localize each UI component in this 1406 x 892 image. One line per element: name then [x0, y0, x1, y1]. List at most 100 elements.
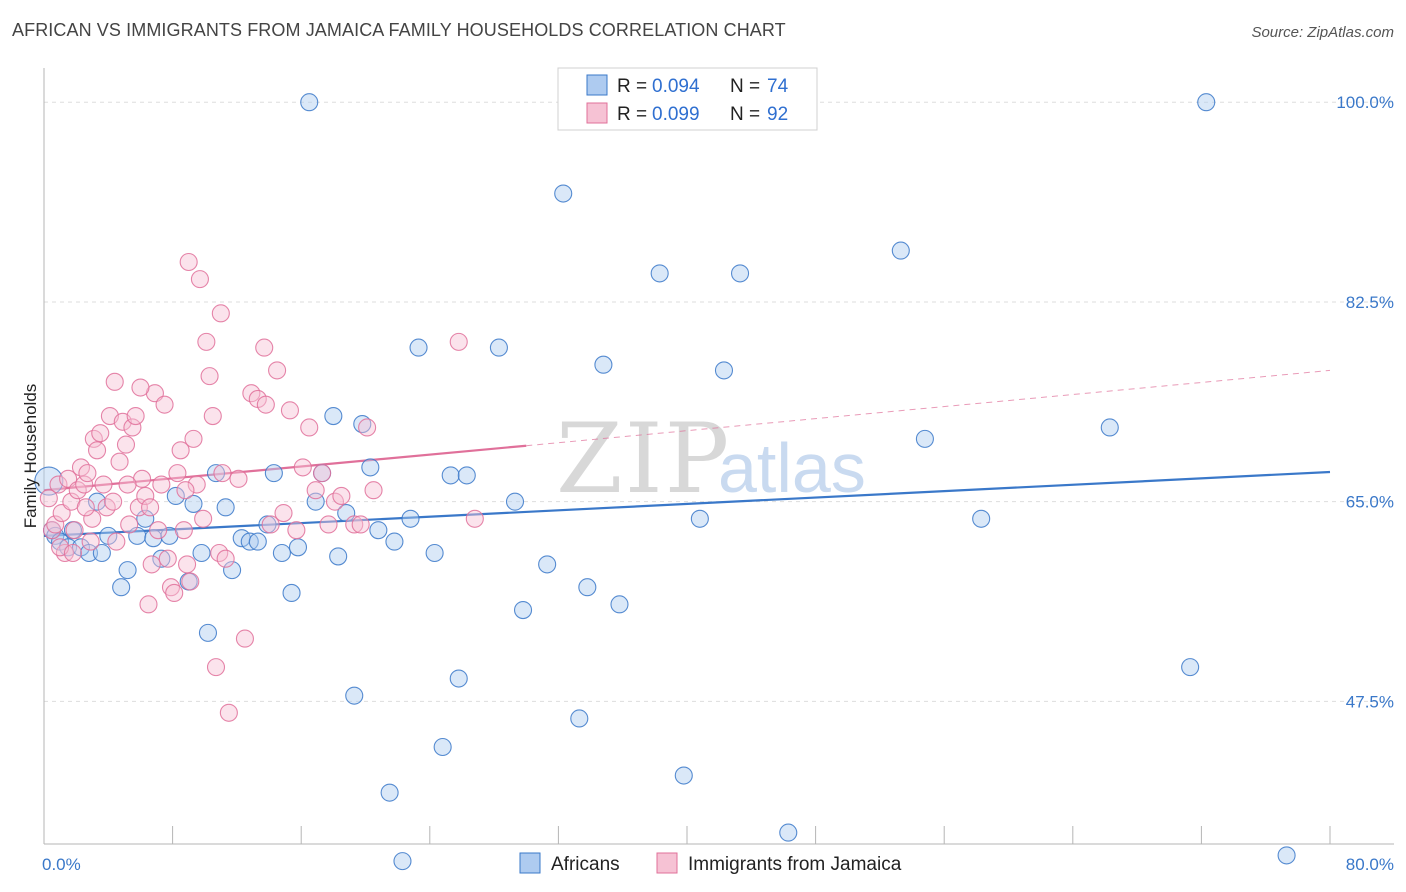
data-point — [1197, 93, 1216, 112]
data-point — [248, 532, 267, 551]
data-point — [255, 338, 274, 357]
data-point — [329, 547, 348, 566]
data-point — [369, 521, 388, 540]
data-point — [131, 378, 150, 397]
data-point — [264, 464, 283, 483]
data-point — [118, 475, 137, 494]
data-point — [538, 555, 557, 574]
legend-n-label-2: N = — [730, 104, 760, 125]
data-point — [166, 486, 185, 505]
data-point — [79, 543, 99, 563]
data-point — [126, 407, 145, 426]
data-point — [190, 270, 209, 289]
data-point — [364, 481, 383, 500]
legend-swatch-jamaica — [586, 102, 608, 124]
data-point — [81, 532, 100, 551]
y-tick-labels: 47.5% 65.0% 82.5% 100.0% — [1336, 93, 1394, 711]
data-point — [345, 515, 364, 534]
data-point — [332, 486, 351, 505]
data-point — [211, 304, 230, 323]
y-tick-label: 82.5% — [1346, 293, 1394, 312]
chart-title: AFRICAN VS IMMIGRANTS FROM JAMAICA FAMIL… — [12, 20, 786, 40]
legend-r-label-2: R = — [617, 104, 647, 125]
data-point — [288, 538, 308, 557]
data-point — [891, 241, 910, 260]
data-point — [361, 458, 380, 477]
data-point — [268, 361, 287, 380]
data-point — [306, 481, 325, 500]
data-point — [178, 555, 197, 574]
data-point — [300, 93, 319, 112]
data-point — [105, 372, 124, 391]
data-point — [110, 452, 129, 471]
data-point — [161, 578, 181, 597]
data-point — [1277, 846, 1296, 865]
data-point — [155, 395, 174, 414]
data-point — [65, 521, 84, 540]
data-point — [203, 407, 222, 426]
data-point — [578, 578, 597, 597]
data-point — [112, 578, 131, 597]
data-point — [1100, 418, 1119, 437]
data-point — [433, 737, 452, 757]
trend-line-solid — [43, 444, 527, 492]
data-point — [313, 464, 332, 483]
data-point — [293, 458, 312, 477]
data-point — [181, 572, 200, 591]
bottom-legend-swatch-jamaica — [656, 852, 678, 874]
bottom-legend-label-jamaica: Immigrants from Jamaica — [688, 854, 902, 875]
x-tick-label-min: 0.0% — [42, 855, 81, 874]
data-point — [197, 332, 216, 351]
data-point — [256, 395, 275, 414]
data-point — [457, 466, 476, 485]
data-point — [78, 464, 97, 483]
data-point — [287, 521, 306, 540]
data-point — [142, 555, 161, 574]
data-point — [123, 418, 142, 437]
trend-line — [43, 470, 1331, 537]
data-point — [198, 623, 218, 642]
axes — [43, 68, 1394, 845]
x-tick-label-max: 80.0% — [1346, 855, 1394, 874]
data-point — [351, 515, 370, 534]
data-point — [136, 509, 155, 528]
legend-n-value-1: 74 — [767, 76, 789, 97]
data-point — [92, 543, 111, 563]
legend-r-value-1: 0.094 — [652, 76, 700, 97]
legend-r-value-2: 0.099 — [652, 104, 700, 125]
data-point — [274, 504, 293, 523]
data-point — [42, 521, 62, 540]
data-point — [319, 515, 338, 534]
data-point — [261, 515, 280, 534]
data-point — [49, 475, 68, 494]
data-point — [282, 583, 301, 602]
data-point — [280, 401, 299, 420]
data-point — [610, 595, 629, 614]
data-point — [174, 521, 193, 540]
grid-lines — [44, 101, 1394, 702]
data-point — [594, 355, 613, 374]
data-point — [409, 338, 428, 357]
watermark-atlas: atlas — [718, 429, 866, 507]
data-point — [194, 509, 213, 528]
data-point — [165, 583, 184, 602]
watermark: ZIP atlas — [556, 403, 866, 515]
data-point — [449, 332, 468, 351]
data-point — [779, 823, 798, 842]
legend-n-label-1: N = — [730, 76, 760, 97]
data-point — [393, 852, 412, 871]
data-point — [187, 475, 206, 494]
data-point — [300, 418, 319, 437]
y-axis-label: Family Households — [21, 384, 40, 529]
data-point — [87, 492, 107, 511]
data-point — [46, 515, 65, 534]
data-point — [505, 492, 525, 511]
y-tick-label: 65.0% — [1346, 493, 1394, 512]
y-tick-label: 47.5% — [1346, 692, 1394, 711]
data-point — [465, 509, 484, 528]
data-point — [324, 407, 343, 426]
watermark-zip: ZIP — [556, 403, 731, 515]
data-point — [1181, 658, 1200, 677]
data-point — [272, 543, 291, 563]
data-point — [206, 464, 226, 483]
